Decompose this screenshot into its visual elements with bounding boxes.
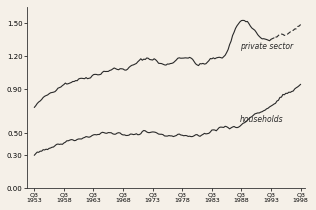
Text: households: households (240, 116, 283, 124)
Text: private sector: private sector (240, 42, 293, 51)
